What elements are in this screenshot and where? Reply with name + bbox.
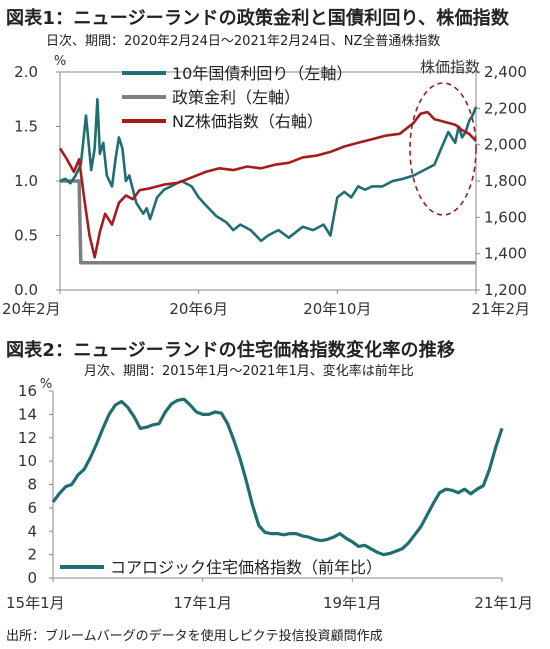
chart1-x-tick-label: 20年6月 xyxy=(169,300,228,318)
chart1-series-line xyxy=(60,179,476,265)
chart1-legend-label: NZ株価指数（右軸） xyxy=(172,112,323,131)
chart1-legend-label: 政策金利（左軸） xyxy=(172,88,300,107)
chart1-left-tick-label: 1.5 xyxy=(14,118,38,136)
chart2-x-tick-label: 15年1月 xyxy=(6,594,65,612)
chart2-svg: 0 2 4 6 8 10 12 14 16 15年1月 17年1月 19年1月 21年1月% コアロジック… xyxy=(6,377,533,612)
chart2-y-tick-label: 12 xyxy=(18,429,37,447)
chart1-right-tick-label: 1,800 xyxy=(484,172,527,190)
chart1-x-tick-label: 20年2月 xyxy=(2,300,61,318)
chart1-left-tick-label: 1.0 xyxy=(14,172,38,190)
chart1-right-tick-label: 1,200 xyxy=(484,281,527,299)
chart1-right-tick-label: 2,200 xyxy=(484,99,527,117)
chart2-x-tick-label: 19年1月 xyxy=(323,594,382,612)
chart1-x-tick-label: 20年10月 xyxy=(303,300,371,318)
chart1-series-line xyxy=(58,110,477,259)
chart1-x-tick-label: 21年2月 xyxy=(471,300,530,318)
chart2-y-tick-label: 14 xyxy=(18,405,37,423)
chart1-title: 図表1：ニュージーランドの政策金利と国債利回り、株価指数 xyxy=(6,8,510,29)
chart1-svg: 0.0 0.5 1.0 1.5 2.0 1,200 1,400 1,600 1,800 2,000… xyxy=(2,54,530,318)
chart1-left-unit: % xyxy=(54,54,66,69)
chart1-highlight-ellipse xyxy=(409,82,477,216)
chart2-y-tick-label: 4 xyxy=(27,522,37,540)
chart2-x-tick-label: 17年1月 xyxy=(173,594,232,612)
chart1-subtitle: 日次、期間：2020年2月24日～2021年2月24日、NZ全普通株指数 xyxy=(46,34,441,49)
chart1-left-tick-label: 0.0 xyxy=(14,281,38,299)
chart2-y-tick-label: 0 xyxy=(27,569,37,587)
chart2-y-tick-label: 8 xyxy=(27,476,37,494)
chart1-right-tick-label: 1,400 xyxy=(484,245,527,263)
chart1-series-line xyxy=(59,97,478,243)
chart1-legend-label: 10年国債利回り（左軸） xyxy=(172,64,352,83)
chart1-right-tick-label: 2,400 xyxy=(484,63,527,81)
chart2-y-tick-label: 2 xyxy=(27,546,37,564)
chart1-left-tick-label: 2.0 xyxy=(14,63,38,81)
chart2-x-tick-label: 21年1月 xyxy=(474,594,533,612)
chart2-y-tick-label: 16 xyxy=(18,382,37,400)
chart2-subtitle: 月次、期間：2015年1月～2021年1月、変化率は前年比 xyxy=(84,364,414,379)
chart2-series-line xyxy=(51,397,504,557)
chart1-left-tick-label: 0.5 xyxy=(14,227,38,245)
chart2-unit: % xyxy=(40,377,52,392)
source-note: 出所：ブルームバーグのデータを使用しピクテ投信投資顧問作成 xyxy=(6,629,383,644)
chart1-right-tick-label: 1,600 xyxy=(484,208,527,226)
chart2-legend-label: コアロジック住宅価格指数（前年比） xyxy=(110,558,382,577)
chart1-right-tick-label: 2,000 xyxy=(484,136,527,154)
chart2-y-tick-label: 10 xyxy=(18,452,37,470)
chart2-y-tick-label: 6 xyxy=(27,499,37,517)
chart2-title: 図表2：ニュージーランドの住宅価格指数変化率の推移 xyxy=(6,340,456,361)
chart1-right-unit: 株価指数 xyxy=(420,58,480,76)
